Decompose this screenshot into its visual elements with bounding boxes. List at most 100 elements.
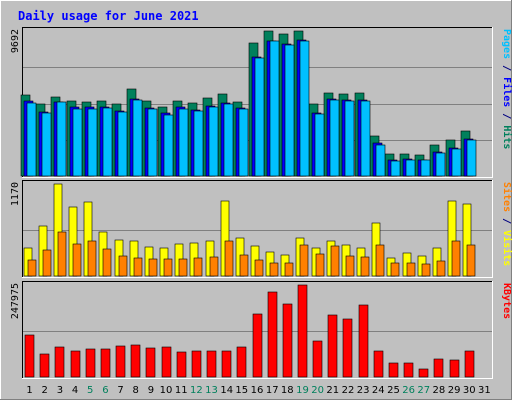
bar-pages-day-14: [223, 103, 234, 177]
bar-kbytes-day-25: [388, 362, 399, 378]
bar-sites-day-12: [193, 257, 203, 277]
legend-entry: Visits: [501, 230, 512, 266]
bar-kbytes-day-10: [161, 346, 172, 378]
bar-kbytes-day-12: [191, 350, 202, 378]
bar-sites-day-23: [360, 256, 370, 277]
y-max-label: 9692: [10, 29, 21, 53]
bar-pages-day-7: [117, 111, 128, 177]
x-tick-label: 9: [148, 385, 154, 396]
bar-pages-day-27: [420, 159, 431, 177]
bar-kbytes-day-20: [312, 340, 323, 378]
bar-kbytes-day-14: [221, 350, 232, 378]
x-tick-label: 10: [160, 385, 173, 396]
x-tick-label: 28: [433, 385, 446, 396]
bar-kbytes-day-18: [282, 303, 293, 378]
chart-title: Daily usage for June 2021: [18, 9, 199, 23]
bar-sites-day-14: [224, 240, 234, 277]
legend-entry: /: [501, 59, 512, 77]
x-tick-label: 4: [72, 385, 78, 396]
x-tick-label: 11: [175, 385, 188, 396]
bar-pages-day-10: [163, 114, 174, 177]
bar-kbytes-day-8: [130, 344, 141, 378]
x-tick-label: 19: [296, 385, 309, 396]
bar-sites-day-28: [436, 260, 446, 277]
x-tick-label: 22: [342, 385, 355, 396]
bar-sites-day-1: [27, 259, 37, 277]
bar-sites-day-17: [269, 262, 279, 277]
side-legend: Pages / Files / Hits: [501, 29, 512, 149]
bar-sites-day-29: [451, 240, 461, 277]
bar-pages-day-2: [41, 112, 52, 177]
bar-sites-day-15: [239, 254, 249, 277]
panel-sites-visits: 1170 Sites / Visits: [10, 180, 512, 278]
bar-kbytes-day-13: [206, 350, 217, 378]
bar-pages-day-12: [193, 110, 204, 177]
bar-kbytes-day-1: [24, 334, 35, 378]
x-tick-label: 14: [220, 385, 233, 396]
bar-pages-day-4: [72, 108, 83, 177]
x-tick-label: 6: [102, 385, 108, 396]
bar-kbytes-day-29: [449, 359, 460, 378]
bar-kbytes-day-22: [342, 318, 353, 378]
bar-pages-day-17: [269, 40, 280, 177]
bar-sites-day-21: [330, 245, 340, 277]
bar-kbytes-day-9: [145, 347, 156, 378]
x-tick-label: 7: [117, 385, 123, 396]
x-tick-label: 18: [281, 385, 294, 396]
bar-sites-day-16: [254, 259, 264, 277]
bar-pages-day-1: [26, 102, 37, 177]
bar-kbytes-day-6: [100, 348, 111, 378]
bar-sites-day-18: [284, 262, 294, 277]
legend-entry: Hits: [501, 125, 512, 149]
x-tick-label: 27: [417, 385, 430, 396]
x-tick-label: 30: [463, 385, 476, 396]
y-max-label: 1170: [10, 182, 21, 206]
bar-sites-day-11: [178, 258, 188, 277]
bar-pages-day-22: [344, 100, 355, 177]
bar-pages-day-26: [405, 159, 416, 177]
panel-pages-files-hits: 9692 Pages / Files / Hits: [10, 27, 512, 178]
bar-pages-day-21: [329, 99, 340, 177]
legend-entry: Pages: [501, 29, 512, 59]
bar-pages-day-3: [56, 101, 67, 177]
bar-sites-day-24: [375, 244, 385, 277]
bar-kbytes-day-17: [267, 291, 278, 378]
bar-kbytes-day-2: [39, 353, 50, 378]
bar-sites-day-2: [42, 249, 52, 277]
bar-pages-day-25: [390, 160, 401, 177]
x-tick-label: 20: [311, 385, 324, 396]
x-tick-label: 13: [205, 385, 218, 396]
bar-pages-day-18: [284, 44, 295, 177]
legend-entry: KBytes: [501, 283, 512, 319]
bar-kbytes-day-7: [115, 345, 126, 378]
series-sites: [27, 231, 476, 277]
chart-panels: 9692 Pages / Files / Hits 1170 Sites / Visi…: [10, 27, 512, 379]
bar-kbytes-day-4: [70, 350, 81, 378]
bar-sites-day-6: [102, 248, 112, 277]
bar-pages-day-30: [466, 139, 477, 177]
side-legend: Sites / Visits: [501, 182, 512, 266]
bar-sites-day-27: [421, 263, 431, 277]
bar-pages-day-24: [375, 144, 386, 177]
bar-sites-day-13: [209, 256, 219, 277]
bar-pages-day-15: [238, 108, 249, 177]
bar-sites-day-8: [133, 257, 143, 277]
bar-kbytes-day-21: [327, 314, 338, 378]
x-tick-label: 16: [251, 385, 264, 396]
x-tick-label: 3: [57, 385, 63, 396]
x-tick-label: 21: [326, 385, 339, 396]
bar-kbytes-day-26: [403, 362, 414, 378]
panel-kbytes: 247975 KBytes: [10, 281, 512, 379]
x-tick-label: 2: [42, 385, 48, 396]
legend-entry: Sites: [501, 182, 512, 212]
legend-entry: /: [501, 107, 512, 125]
bar-kbytes-day-16: [252, 313, 263, 378]
bar-pages-day-19: [299, 40, 310, 177]
x-axis-ticks: 1 2 3 4 5 6 7 8 9 10 11 12 13 14 15 16 17 18 19 20 21 22 23 24 2…: [26, 385, 490, 396]
side-legend: KBytes: [501, 283, 512, 319]
series-kbytes: [24, 284, 475, 378]
bar-pages-day-23: [360, 100, 371, 177]
bar-pages-day-13: [208, 106, 219, 177]
bar-kbytes-day-27: [418, 368, 429, 378]
